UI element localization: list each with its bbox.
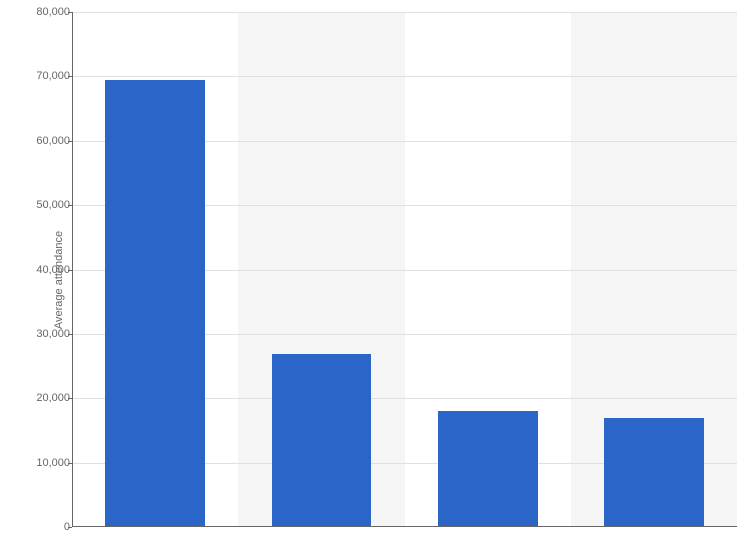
plot-area [72,12,737,527]
y-tick-label: 30,000 [26,328,70,340]
y-tick-label: 10,000 [26,457,70,469]
y-tick-label: 70,000 [26,70,70,82]
chart-container: Average attendance 0 10,000 20,000 30,000 40… [0,0,754,560]
y-tick-label: 50,000 [26,199,70,211]
y-tick-label: 40,000 [26,264,70,276]
y-axis-label: Average attendance [53,231,65,329]
y-tick-label: 60,000 [26,135,70,147]
y-tick-label: 20,000 [26,392,70,404]
y-tick-label: 0 [26,521,70,533]
y-tick-label: 80,000 [26,6,70,18]
y-tick-mark [68,527,72,528]
